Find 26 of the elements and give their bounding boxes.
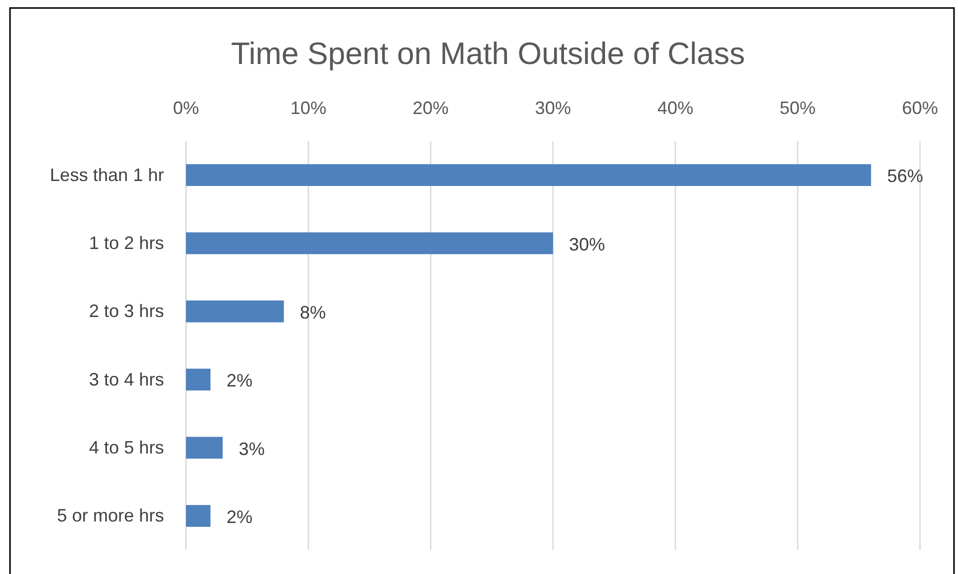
y-tick-label: 1 to 2 hrs — [88, 233, 164, 254]
y-tick-label: 5 or more hrs — [56, 506, 164, 526]
x-tick-label: 50% — [780, 98, 816, 118]
x-tick-label: 30% — [534, 98, 572, 118]
x-tick-label: 20% — [412, 98, 449, 118]
bar — [186, 436, 223, 459]
chart-title: Time Spent on Math Outside of Class — [230, 36, 746, 71]
data-label: 8% — [300, 302, 326, 322]
x-tick-label: 0% — [172, 98, 200, 118]
data-label: 30% — [569, 234, 606, 254]
bar — [186, 300, 284, 322]
y-tick-label: 4 to 5 hrs — [88, 438, 164, 458]
data-label: 2% — [226, 370, 252, 391]
y-tick-label: 3 to 4 hrs — [88, 369, 164, 390]
bar — [186, 164, 872, 186]
x-tick-label: 40% — [657, 98, 694, 118]
bar — [186, 232, 553, 254]
data-label: 2% — [226, 506, 252, 527]
x-tick-label: 10% — [290, 98, 326, 118]
y-tick-label: Less than 1 hr — [50, 164, 164, 185]
data-label: 56% — [887, 166, 924, 186]
bar — [186, 368, 210, 390]
y-tick-label: 2 to 3 hrs — [88, 301, 164, 322]
data-label: 3% — [238, 438, 265, 459]
x-tick-label: 60% — [902, 98, 938, 118]
bar — [186, 505, 210, 527]
